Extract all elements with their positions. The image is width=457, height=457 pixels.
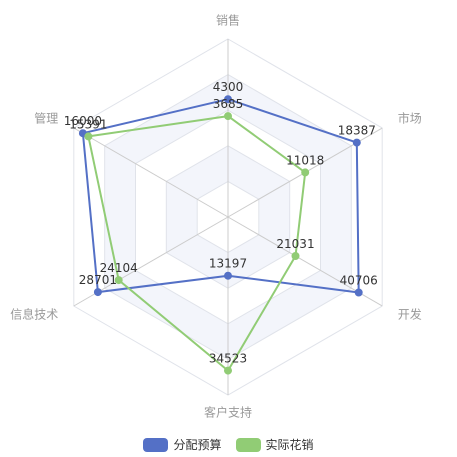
radar-axis-5 [73, 127, 229, 218]
axis-name-0: 销售 [216, 13, 240, 28]
legend-label-budget: 分配预算 [173, 438, 222, 452]
series-1-point-2[interactable] [291, 252, 300, 260]
series-0-label-0: 4300 [213, 80, 244, 94]
series-0-label-4: 28701 [79, 273, 117, 287]
series-1-label-4: 24104 [100, 261, 138, 275]
series-1-label-3: 34523 [209, 352, 247, 366]
axis-name-3: 客户支持 [204, 405, 252, 420]
series-1-point-3[interactable] [224, 366, 232, 375]
legend-item-budget[interactable]: 分配预算 [143, 436, 222, 453]
series-0-label-5: 16000 [64, 114, 102, 128]
series-1-label-1: 11018 [286, 153, 324, 167]
series-0-label-3: 13197 [209, 257, 247, 271]
series-0-point-0[interactable] [224, 95, 232, 104]
series-1-label-0: 3685 [213, 97, 244, 111]
series-0-label-2: 40706 [340, 274, 378, 288]
series-1-point-1[interactable] [301, 168, 310, 177]
series-1-point-5[interactable] [84, 132, 93, 141]
series-0-label-1: 18387 [338, 124, 376, 138]
series-0-point-1[interactable] [352, 138, 361, 147]
legend-item-actual[interactable]: 实际花销 [235, 436, 314, 453]
series-0-point-3[interactable] [224, 271, 232, 280]
series-0-point-4[interactable] [93, 288, 102, 297]
series-1-point-4[interactable] [114, 276, 123, 285]
series-1-label-2: 21031 [276, 237, 314, 251]
axis-name-2: 开发 [398, 307, 422, 322]
axis-name-5: 管理 [34, 111, 58, 126]
series-1-point-0[interactable] [224, 112, 232, 121]
axis-name-4: 信息技术 [10, 307, 58, 322]
series-0-point-2[interactable] [354, 288, 363, 297]
legend-swatch-actual [235, 437, 261, 452]
radar-data-labels: 4300 18387 40706 13197 28701 16000 3685 11018 21… [64, 80, 378, 365]
legend-label-actual: 实际花销 [265, 438, 314, 452]
radar-series [78, 95, 363, 375]
legend: 分配预算 实际花销 [0, 436, 457, 453]
axis-name-1: 市场 [398, 111, 422, 126]
legend-swatch-budget [143, 437, 169, 452]
series-1-label-5: 15391 [69, 117, 107, 131]
